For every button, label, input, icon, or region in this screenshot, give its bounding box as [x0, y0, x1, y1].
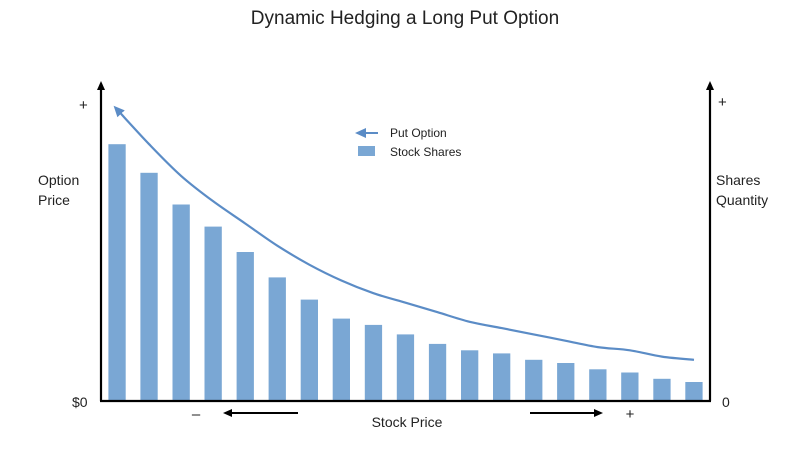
bar-1 — [140, 172, 158, 401]
bar-17 — [653, 378, 671, 401]
legend-stock-shares-marker — [358, 146, 375, 156]
x-right-direction-label: + — [626, 406, 635, 423]
left-ylabel-line-2: Price — [38, 192, 70, 208]
bar-16 — [621, 372, 639, 401]
right-ylabel-line-2: Quantity — [716, 192, 768, 208]
bar-4 — [236, 252, 254, 401]
right-axis-bottom-label: 0 — [722, 394, 730, 410]
put-option-curve — [113, 105, 695, 361]
left-axis-bottom-label: $0 — [72, 394, 88, 410]
legend-put-option-label: Put Option — [390, 126, 447, 140]
legend-stock-shares-label: Stock Shares — [390, 145, 461, 159]
chart-title: Dynamic Hedging a Long Put Option — [251, 8, 559, 29]
bar-11 — [461, 350, 479, 401]
bar-13 — [525, 359, 543, 401]
x-left-direction-label: – — [192, 406, 201, 423]
bar-15 — [589, 369, 607, 401]
bars-group — [108, 144, 703, 401]
right-axis-top-label: + — [718, 94, 727, 111]
right-ylabel-line-1: Shares — [716, 172, 760, 188]
bar-9 — [396, 334, 415, 401]
bar-2 — [172, 204, 190, 401]
bar-10 — [428, 343, 447, 401]
bar-7 — [332, 318, 350, 401]
bar-3 — [204, 226, 222, 401]
bar-14 — [557, 363, 575, 401]
bar-5 — [268, 277, 286, 401]
left-axis-top-label: + — [79, 97, 88, 114]
legend: Put Option Stock Shares — [355, 126, 461, 159]
bar-18 — [685, 382, 703, 401]
bar-6 — [300, 299, 318, 401]
bar-12 — [493, 353, 511, 401]
x-axis-label: Stock Price — [372, 414, 443, 430]
bar-0 — [108, 144, 126, 401]
left-ylabel-line-1: Option — [38, 172, 79, 188]
bar-8 — [364, 324, 383, 401]
